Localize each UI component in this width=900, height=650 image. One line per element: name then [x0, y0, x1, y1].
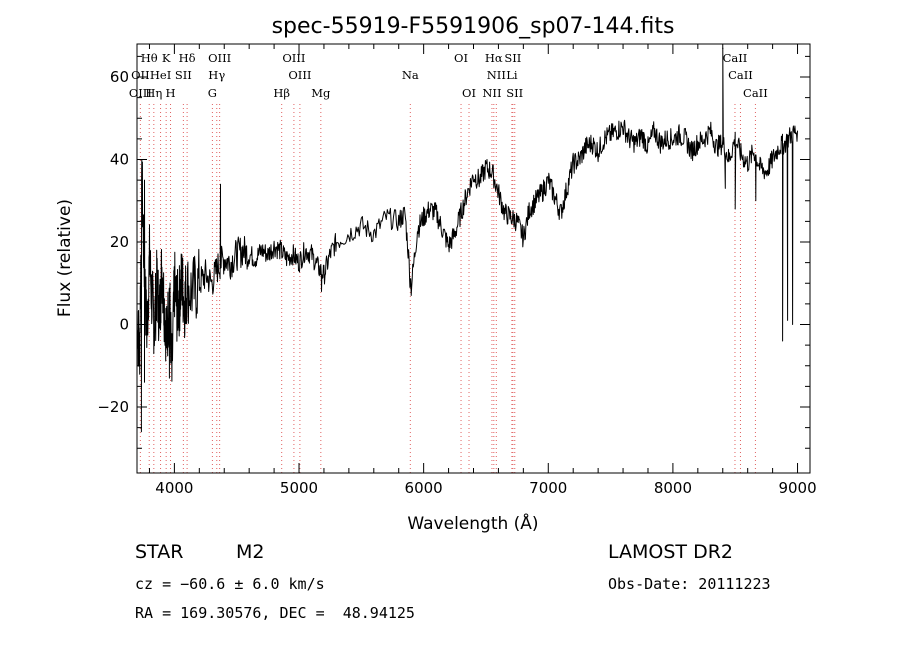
spectral-line-label: SII [506, 86, 523, 100]
spectral-line-label: OIII [288, 68, 311, 82]
spectral-line-label: OI [462, 86, 476, 100]
subclass: M2 [236, 541, 265, 563]
x-tick-label: 5000 [280, 479, 318, 497]
spectral-line-label: Hβ [273, 86, 290, 100]
y-axis-label: Flux (relative) [55, 199, 75, 317]
spectral-line-label: H [166, 86, 176, 100]
series-line [136, 47, 798, 433]
x-tick-label: 4000 [155, 479, 193, 497]
spectral-line-label: Hδ [179, 51, 196, 65]
spectral-line-label: CaII [723, 51, 748, 65]
spectral-line-label: NII [482, 86, 501, 100]
spectral-line-label: SII [175, 68, 192, 82]
x-tick-label: 6000 [405, 479, 443, 497]
spectral-line-label: SII [504, 51, 521, 65]
y-tick-label: 20 [110, 233, 129, 251]
spectral-line-label: OIII [282, 51, 305, 65]
spectral-line-label: OIII [129, 86, 152, 100]
x-tick-label: 9000 [778, 479, 816, 497]
spectral-line-label: Hθ [141, 51, 158, 65]
spectral-line-label: G [208, 86, 217, 100]
spectral-line-label: K [162, 51, 171, 65]
observation-date: Obs-Date: 20111223 [608, 575, 771, 593]
plot-frame [136, 43, 811, 474]
spectral-line-label: CaII [728, 68, 753, 82]
y-tick-label: 40 [110, 151, 129, 169]
y-tick-label: 60 [110, 68, 129, 86]
axes-group: 4000 5000 6000 7000 8000 9000 −20 0 20 40 60 [97, 44, 817, 497]
coordinates: RA = 169.30576, DEC = 48.94125 [135, 604, 415, 622]
redshift-velocity: cz = −60.6 ± 6.0 km/s [135, 575, 325, 593]
spectral-line-label: Li [506, 68, 518, 82]
survey-label: LAMOST DR2 [608, 541, 733, 563]
y-tick-label: −20 [97, 398, 129, 416]
y-tick-label: 0 [119, 316, 129, 334]
spectral-line-label: Hγ [208, 68, 225, 82]
spectral-line-label: NII [487, 68, 506, 82]
spectral-line-label: Hα [485, 51, 503, 65]
spectral-line-label: Hη [145, 86, 162, 100]
spectral-line-label: Na [402, 68, 419, 82]
object-type: STAR [135, 541, 184, 563]
spectral-line-label: HeI [150, 68, 171, 82]
spectral-line-label: Mg [311, 86, 331, 100]
spectral-line-label: OIII [208, 51, 231, 65]
line-label-group: Hθ OII OIII K HeI Hη SII H Hδ OIII Hγ G OIII OIII Hβ Mg… [129, 51, 768, 100]
x-axis-label: Wavelength (Å) [407, 512, 538, 534]
spectral-line-label: OI [454, 51, 468, 65]
spectral-line-label: OII [131, 68, 150, 82]
x-tick-label: 8000 [654, 479, 692, 497]
x-tick-label: 7000 [529, 479, 567, 497]
spectral-line-label: CaII [743, 86, 768, 100]
series-group [136, 47, 798, 433]
chart-title: spec-55919-F5591906_sp07-144.fits [272, 14, 675, 39]
spectral-line-markers [139, 104, 756, 473]
